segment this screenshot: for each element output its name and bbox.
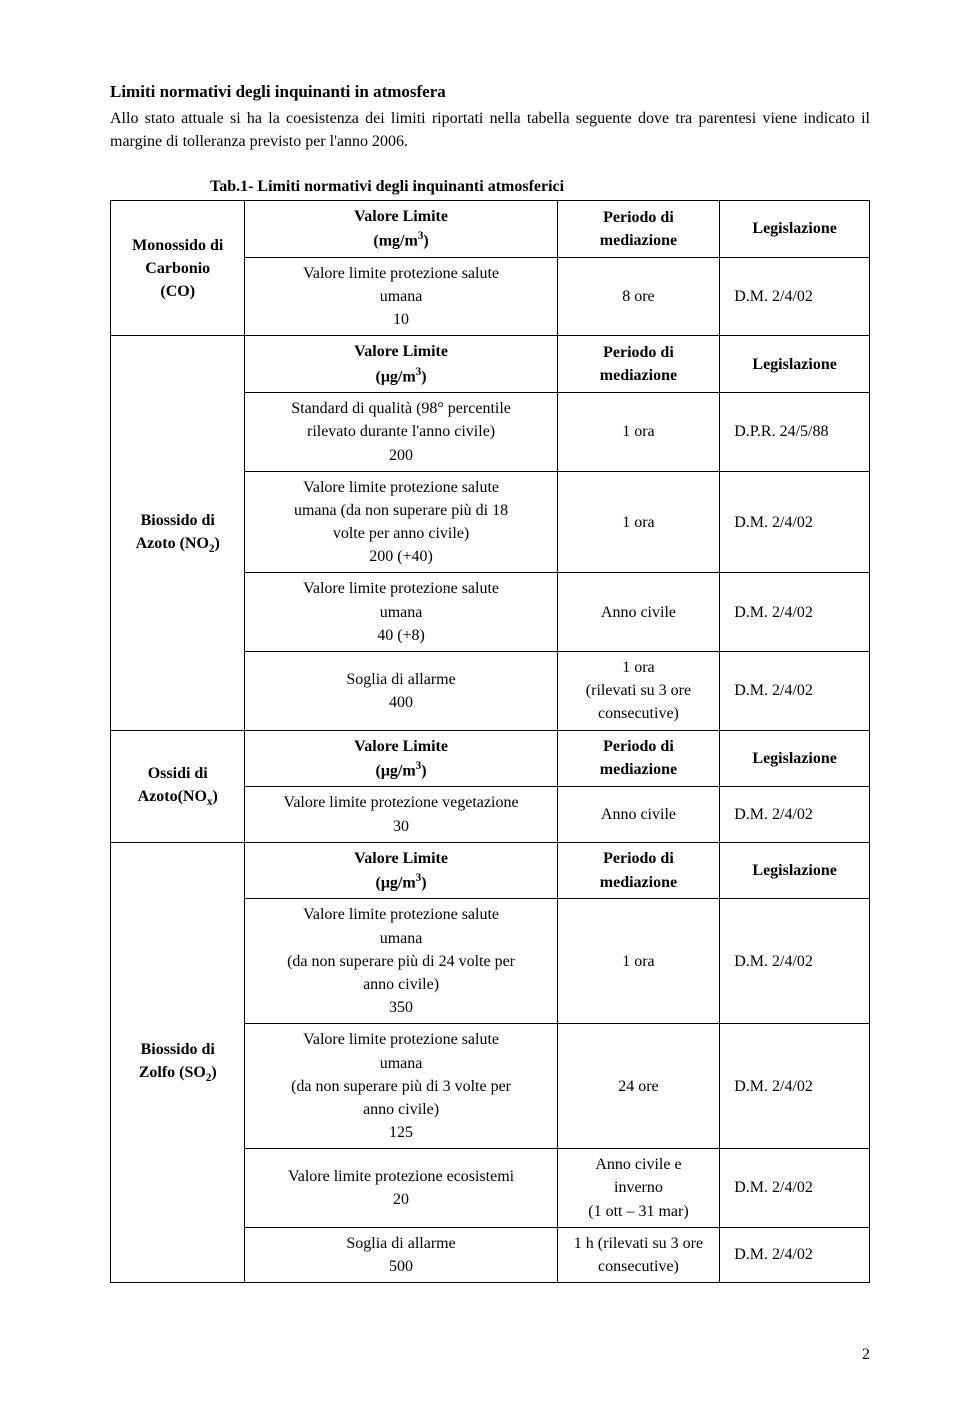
no2-period-4: 1 ora(rilevati su 3 oreconsecutive) [557,652,720,731]
pollutant-so2: Biossido diZolfo (SO2) [111,842,245,1283]
no2-limit-4: Soglia di allarme400 [245,652,557,731]
so2-limit-4: Soglia di allarme500 [245,1227,557,1282]
so2-limit-2: Valore limite protezione saluteumana(da … [245,1024,557,1149]
so2-leg-4: D.M. 2/4/02 [720,1227,870,1282]
header-leg-so2: Legislazione [720,842,870,899]
section-title: Limiti normativi degli inquinanti in atm… [110,80,870,105]
pollutant-no2: Biossido diAzoto (NO2) [111,336,245,730]
header-limit-ug-so2: Valore Limite(μg/m3) [245,842,557,899]
header-period-nox: Periodo dimediazione [557,730,720,787]
header-limit-mg: Valore Limite(mg/m3) [245,201,557,258]
so2-period-2: 24 ore [557,1024,720,1149]
so2-leg-2: D.M. 2/4/02 [720,1024,870,1149]
co-leg: D.M. 2/4/02 [720,257,870,336]
so2-limit-1: Valore limite protezione saluteumana(da … [245,899,557,1024]
table-caption: Tab.1- Limiti normativi degli inquinanti… [210,175,870,198]
header-limit-ug-nox: Valore Limite(μg/m3) [245,730,557,787]
header-period-no2: Periodo dimediazione [557,336,720,393]
so2-period-3: Anno civile einverno(1 ott – 31 mar) [557,1149,720,1228]
header-leg-no2: Legislazione [720,336,870,393]
nox-leg-1: D.M. 2/4/02 [720,787,870,842]
no2-period-2: 1 ora [557,471,720,573]
no2-leg-3: D.M. 2/4/02 [720,573,870,652]
no2-limit-3: Valore limite protezione saluteumana40 (… [245,573,557,652]
pollutant-nox: Ossidi diAzoto(NOx) [111,730,245,842]
so2-limit-3: Valore limite protezione ecosistemi20 [245,1149,557,1228]
header-limit-ug-no2: Valore Limite(μg/m3) [245,336,557,393]
pollutant-co: Monossido diCarbonio(CO) [111,201,245,336]
header-leg-nox: Legislazione [720,730,870,787]
co-limit: Valore limite protezione saluteumana10 [245,257,557,336]
no2-limit-1: Standard di qualità (98° percentilerilev… [245,393,557,472]
no2-leg-4: D.M. 2/4/02 [720,652,870,731]
so2-period-4: 1 h (rilevati su 3 oreconsecutive) [557,1227,720,1282]
nox-period-1: Anno civile [557,787,720,842]
no2-leg-1: D.P.R. 24/5/88 [720,393,870,472]
header-period: Periodo dimediazione [557,201,720,258]
no2-limit-2: Valore limite protezione saluteumana (da… [245,471,557,573]
so2-leg-1: D.M. 2/4/02 [720,899,870,1024]
nox-limit-1: Valore limite protezione vegetazione30 [245,787,557,842]
header-leg: Legislazione [720,201,870,258]
co-period: 8 ore [557,257,720,336]
no2-period-3: Anno civile [557,573,720,652]
intro-paragraph: Allo stato attuale si ha la coesistenza … [110,107,870,153]
page-number: 2 [110,1343,870,1366]
no2-period-1: 1 ora [557,393,720,472]
so2-leg-3: D.M. 2/4/02 [720,1149,870,1228]
header-period-so2: Periodo dimediazione [557,842,720,899]
so2-period-1: 1 ora [557,899,720,1024]
no2-leg-2: D.M. 2/4/02 [720,471,870,573]
limits-table: Monossido diCarbonio(CO) Valore Limite(m… [110,200,870,1283]
